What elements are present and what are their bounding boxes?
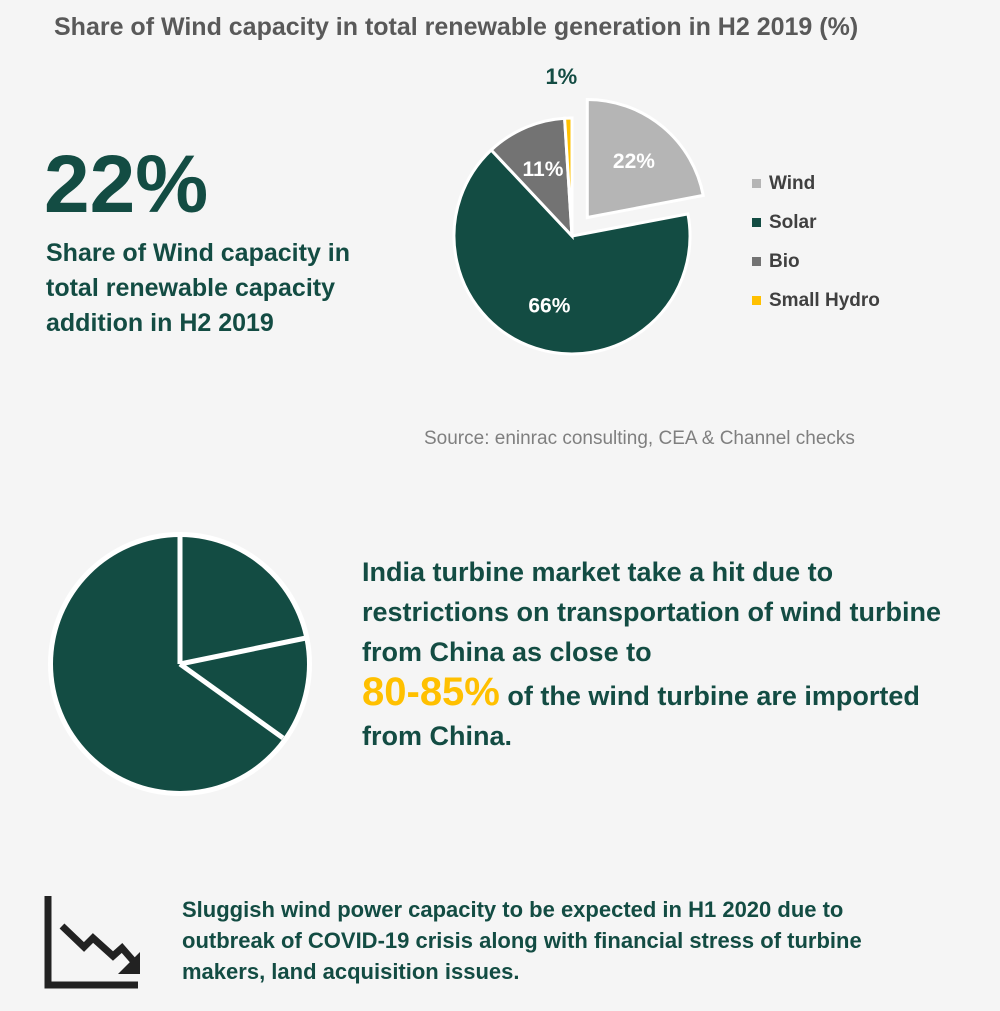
data-label: 66% [528, 295, 570, 318]
pie-slice-small-hydro [562, 116, 574, 237]
legend-swatch [752, 218, 761, 227]
statement-text-end: of the wind turbine are imported from Ch… [362, 681, 920, 751]
pie-chart-icon [48, 532, 312, 796]
legend: Wind Solar Bio Small Hydro [752, 164, 880, 320]
import-statement: India turbine market take a hit due to r… [362, 552, 962, 756]
statement-text: India turbine market take a hit due to r… [362, 557, 942, 667]
wind-share-value: 22% [44, 139, 209, 230]
legend-swatch [752, 179, 761, 188]
legend-label: Small Hydro [769, 289, 880, 311]
legend-swatch [752, 257, 761, 266]
legend-item-solar: Solar [752, 203, 880, 242]
chart-title: Share of Wind capacity in total renewabl… [54, 13, 859, 41]
legend-swatch [752, 296, 761, 305]
data-label: 1% [545, 64, 577, 89]
data-label: 11% [523, 158, 564, 181]
pie-chart: 22% 66% 11% 1% [452, 64, 705, 356]
legend-item-small-hydro: Small Hydro [752, 281, 880, 320]
import-share-highlight: 80-85% [362, 670, 500, 714]
data-label: 22% [613, 150, 655, 173]
pie-slice-bio [489, 116, 574, 241]
declining-trend-icon [44, 896, 140, 989]
legend-item-wind: Wind [752, 164, 880, 203]
outlook-text: Sluggish wind power capacity to be expec… [182, 897, 862, 984]
pie-slice-wind [585, 98, 705, 220]
wind-share-caption: Share of Wind capacity in total renewabl… [46, 239, 351, 337]
legend-item-bio: Bio [752, 242, 880, 281]
legend-label: Solar [769, 211, 817, 233]
legend-label: Wind [769, 172, 816, 194]
legend-label: Bio [769, 250, 800, 272]
pie-slice-solar [452, 147, 692, 356]
source-note: Source: eninrac consulting, CEA & Channe… [424, 428, 855, 449]
